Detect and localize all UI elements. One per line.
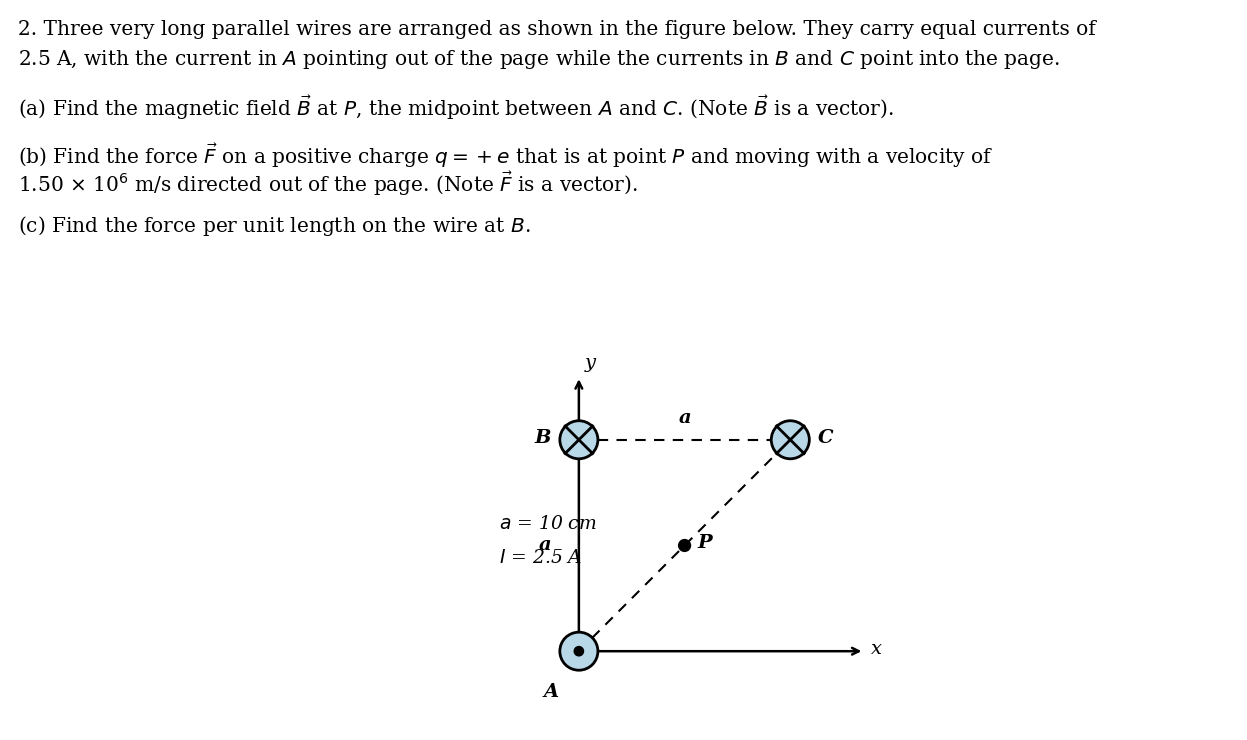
Text: x: x — [870, 640, 882, 658]
Text: y: y — [585, 354, 596, 372]
Text: $a$ = 10 cm: $a$ = 10 cm — [499, 515, 596, 534]
Text: (a) Find the magnetic field $\vec{B}$ at $P$, the midpoint between $A$ and $C$. : (a) Find the magnetic field $\vec{B}$ at… — [17, 93, 894, 121]
Text: 1.50 $\times$ 10$^6$ m/s directed out of the page. (Note $\vec{F}$ is a vector).: 1.50 $\times$ 10$^6$ m/s directed out of… — [17, 169, 637, 198]
Text: (b) Find the force $\vec{F}$ on a positive charge $q = +e$ that is at point $P$ : (b) Find the force $\vec{F}$ on a positi… — [17, 141, 994, 169]
Circle shape — [574, 647, 584, 656]
Text: $I$ = 2.5 A: $I$ = 2.5 A — [499, 549, 582, 567]
Text: a: a — [678, 409, 691, 427]
Text: a: a — [539, 536, 551, 554]
Text: 2. Three very long parallel wires are arranged as shown in the figure below. The: 2. Three very long parallel wires are ar… — [17, 20, 1096, 39]
Circle shape — [771, 421, 809, 459]
Circle shape — [560, 632, 597, 670]
Circle shape — [678, 539, 691, 551]
Text: B: B — [535, 428, 551, 447]
Text: 2.5 A, with the current in $A$ pointing out of the page while the currents in $B: 2.5 A, with the current in $A$ pointing … — [17, 48, 1060, 71]
Text: (c) Find the force per unit length on the wire at $B$.: (c) Find the force per unit length on th… — [17, 214, 531, 238]
Text: C: C — [818, 428, 833, 447]
Text: P: P — [697, 534, 712, 552]
Circle shape — [560, 421, 597, 459]
Text: A: A — [544, 683, 559, 701]
